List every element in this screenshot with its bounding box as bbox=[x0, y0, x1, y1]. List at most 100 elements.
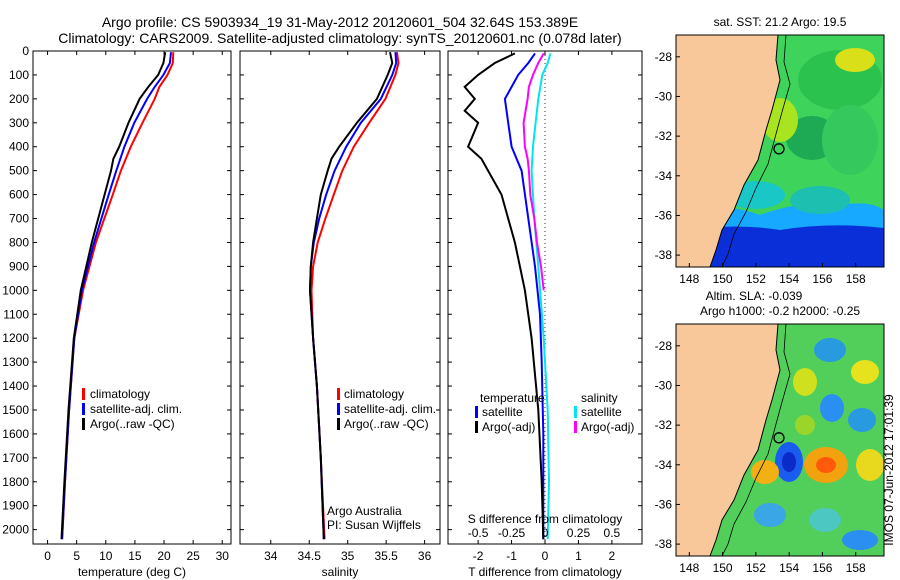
series-line-black bbox=[60, 52, 167, 540]
y-tick-label: 900 bbox=[9, 259, 29, 273]
y-tick-label: 1400 bbox=[2, 379, 29, 393]
annotation-text: Argo Australia bbox=[327, 504, 402, 518]
x-tick-label: 25 bbox=[186, 549, 200, 563]
sst-patch bbox=[822, 105, 878, 175]
difference-panel: -2 -1 0 1 2 T difference from climatology -0.5… bbox=[447, 50, 643, 579]
argo-position-marker bbox=[773, 432, 785, 444]
s-axis-label: S difference from climatology bbox=[468, 512, 623, 526]
sla-low bbox=[814, 338, 846, 362]
sla-high bbox=[856, 449, 884, 481]
plot-frame bbox=[239, 50, 441, 545]
y-tick-label: 1800 bbox=[2, 475, 29, 489]
s-tick-label: -0.5 bbox=[468, 526, 489, 540]
x-axis-label: temperature (deg C) bbox=[78, 565, 186, 579]
legend-group-title: salinity bbox=[581, 391, 618, 405]
sla-map-title: Altim. SLA: -0.039 bbox=[706, 289, 803, 303]
lon-tick-label: 154 bbox=[779, 561, 799, 575]
sst-map: sat. SST: 21.2 Argo: 19.5 148 150 152 154 15… bbox=[655, 15, 885, 286]
lon-tick-label: 158 bbox=[846, 272, 866, 286]
y-tick-label: 1100 bbox=[3, 307, 29, 321]
sla-high bbox=[851, 360, 879, 384]
y-tick-label: 1000 bbox=[2, 283, 29, 297]
x-tick-label: 20 bbox=[157, 549, 171, 563]
sla-high-core bbox=[816, 457, 836, 473]
legend-label: climatology bbox=[90, 387, 150, 401]
y-tick-label: 1600 bbox=[2, 427, 29, 441]
x-tick-label: 35 bbox=[341, 549, 355, 563]
sla-patch bbox=[795, 415, 815, 435]
y-tick-label: 1900 bbox=[2, 499, 29, 513]
sla-low bbox=[848, 408, 876, 432]
lon-tick-label: 156 bbox=[812, 272, 832, 286]
legend-label: satellite bbox=[581, 405, 622, 419]
y-tick-label: 200 bbox=[9, 92, 29, 106]
legend-label: Argo(-adj) bbox=[581, 420, 634, 434]
x-tick-label: -2 bbox=[473, 549, 484, 563]
x-tick-label: 0 bbox=[542, 549, 549, 563]
x-axis-label: salinity bbox=[322, 565, 359, 579]
lon-tick-label: 152 bbox=[746, 561, 766, 575]
legend-swatch bbox=[337, 418, 340, 430]
annotation-text: PI: Susan Wijffels bbox=[327, 518, 421, 532]
lat-tick-label: -36 bbox=[655, 497, 673, 511]
series-line-cyan bbox=[530, 53, 552, 540]
legend-swatch bbox=[574, 421, 577, 433]
sla-low bbox=[754, 503, 786, 527]
lon-tick-label: 148 bbox=[679, 272, 699, 286]
lat-tick-label: -36 bbox=[655, 208, 673, 222]
lon-tick-label: 150 bbox=[713, 561, 733, 575]
sst-warm-patch bbox=[835, 48, 875, 72]
sla-low bbox=[842, 530, 878, 550]
legend-label: Argo(..raw -QC) bbox=[344, 417, 429, 431]
sst-cold-band bbox=[676, 225, 884, 267]
lon-tick-label: 148 bbox=[679, 561, 699, 575]
y-tick-label: 1200 bbox=[2, 331, 29, 345]
y-tick-label: 300 bbox=[9, 116, 29, 130]
series-line-blue bbox=[503, 52, 545, 540]
sla-map-axes: 148 150 152 154 156 158 -28 -30 -32 -34 -36 -38 bbox=[655, 339, 866, 575]
y-tick-label: 800 bbox=[9, 235, 29, 249]
legend-label: Argo(..raw -QC) bbox=[90, 417, 175, 431]
figure-title-line1: Argo profile: CS 5903934_19 31-May-2012 … bbox=[101, 14, 579, 30]
lon-tick-label: 158 bbox=[846, 561, 866, 575]
x-tick-label: 30 bbox=[216, 549, 230, 563]
y-tick-label: 700 bbox=[9, 212, 29, 226]
lat-tick-label: -34 bbox=[655, 458, 673, 472]
y-tick-label: 1700 bbox=[2, 451, 29, 465]
series-line-black bbox=[463, 52, 545, 540]
s-tick-label: -0.25 bbox=[498, 526, 526, 540]
sla-low bbox=[820, 394, 844, 422]
legend-swatch bbox=[82, 403, 85, 415]
legend-label: satellite-adj. clim. bbox=[344, 402, 436, 416]
series-line-black bbox=[308, 51, 394, 540]
legend-swatch bbox=[574, 406, 577, 418]
legend-label: climatology bbox=[344, 387, 404, 401]
lon-tick-label: 150 bbox=[713, 272, 733, 286]
lat-tick-label: -32 bbox=[655, 418, 673, 432]
s-tick-label: 0.25 bbox=[567, 526, 591, 540]
y-tick-label: 600 bbox=[9, 188, 29, 202]
y-tick-label: 400 bbox=[9, 140, 29, 154]
land-mass bbox=[676, 35, 780, 267]
y-tick-label: 1300 bbox=[2, 355, 29, 369]
y-tick-label: 1500 bbox=[2, 403, 29, 417]
salinity-panel: 34 34.5 35 35.5 36 salinity climatologysatelli… bbox=[239, 50, 441, 579]
x-tick-label: -1 bbox=[506, 549, 517, 563]
legend-group-title: temperature bbox=[480, 391, 545, 405]
legend-swatch bbox=[337, 388, 340, 400]
s-tick-label: 0 bbox=[542, 526, 549, 540]
x-tick-label: 1 bbox=[575, 549, 582, 563]
lat-tick-label: -28 bbox=[655, 50, 673, 64]
figure-title-line2: Climatology: CARS2009. Satellite-adjuste… bbox=[58, 30, 622, 46]
x-tick-label: 10 bbox=[99, 549, 113, 563]
coastline bbox=[709, 324, 781, 556]
lon-tick-label: 152 bbox=[746, 272, 766, 286]
lat-tick-label: -32 bbox=[655, 129, 673, 143]
sst-patch bbox=[790, 186, 850, 214]
lat-tick-label: -34 bbox=[655, 169, 673, 183]
sla-low-core bbox=[782, 452, 796, 472]
x-tick-label: 34 bbox=[264, 549, 278, 563]
sst-map-title: sat. SST: 21.2 Argo: 19.5 bbox=[714, 15, 847, 29]
lon-tick-label: 154 bbox=[779, 272, 799, 286]
